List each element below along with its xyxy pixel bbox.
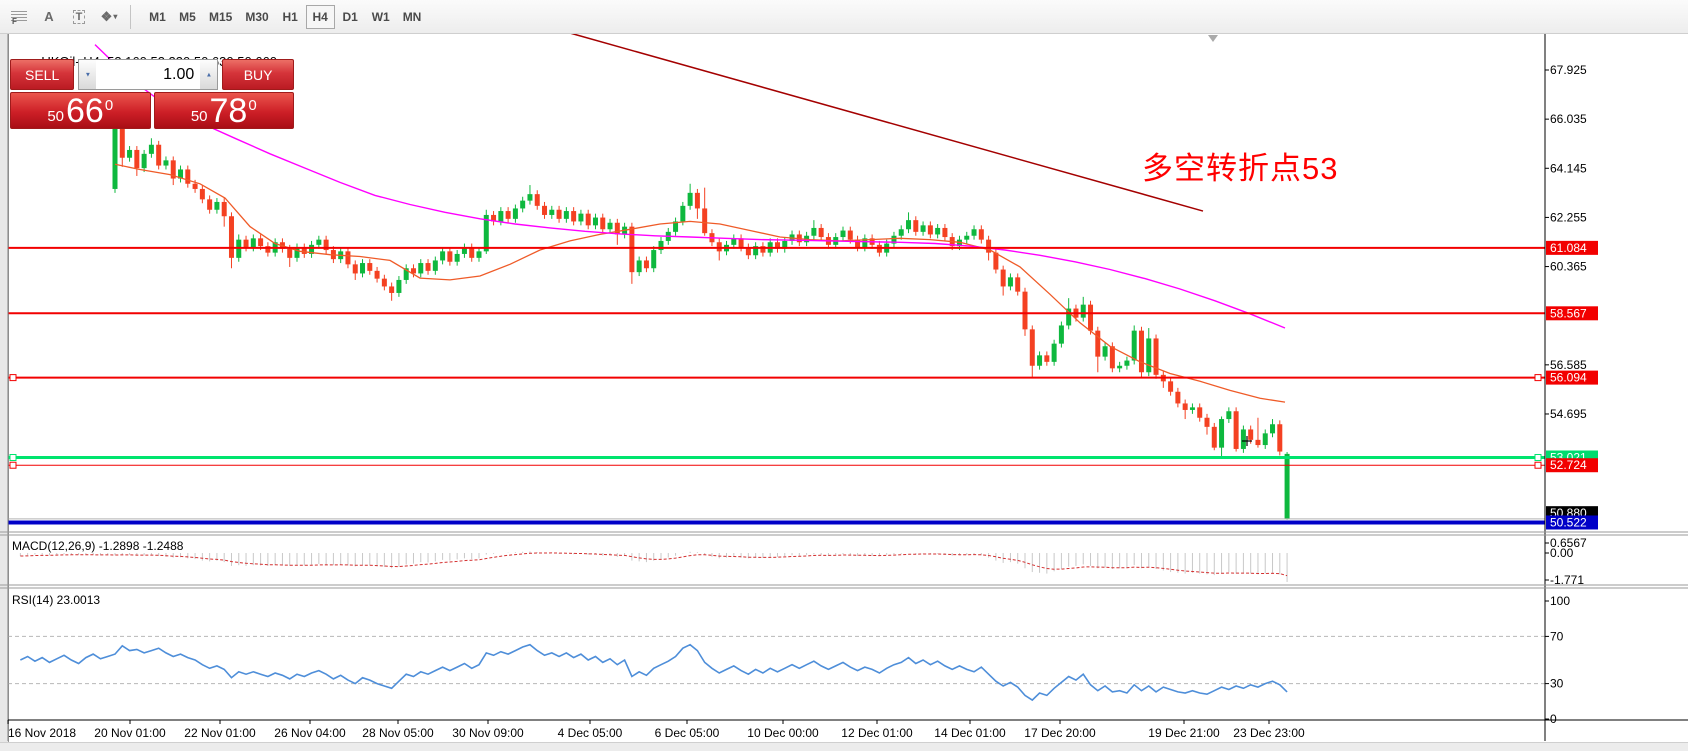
tab-timeframe-w1[interactable]: W1 <box>366 5 396 29</box>
svg-text:54.695: 54.695 <box>1550 407 1587 421</box>
svg-text:0.6567: 0.6567 <box>1550 536 1587 550</box>
timeframe-bar: M1 M5 M15 M30 H1 H4 D1 W1 MN <box>137 4 428 29</box>
svg-text:10 Dec 00:00: 10 Dec 00:00 <box>747 726 819 740</box>
svg-text:64.145: 64.145 <box>1550 161 1587 175</box>
buy-button[interactable]: BUY <box>222 59 295 90</box>
indicator-window-icon[interactable]: F <box>6 5 32 29</box>
svg-text:19 Dec 21:00: 19 Dec 21:00 <box>1148 726 1220 740</box>
volume-increase-button[interactable]: ▲ <box>200 59 219 90</box>
tab-timeframe-m1[interactable]: M1 <box>143 5 172 29</box>
tab-timeframe-h1[interactable]: H1 <box>276 5 305 29</box>
toolbar: F A T ❖ ▾ M1 M5 M15 M30 H1 H4 D1 W1 MN <box>0 0 1688 34</box>
buy-price-big: 78 <box>209 91 248 130</box>
sell-price-sup: 0 <box>104 97 114 114</box>
svg-text:6 Dec 05:00: 6 Dec 05:00 <box>655 726 720 740</box>
svg-text:52.724: 52.724 <box>1550 458 1587 472</box>
sell-price-big: 66 <box>66 91 104 130</box>
buy-price-tile[interactable]: 50 78 0 <box>153 91 294 130</box>
svg-text:20 Nov 01:00: 20 Nov 01:00 <box>94 726 166 740</box>
descending-trendline[interactable] <box>564 30 1204 212</box>
chart-shift-marker-icon <box>1208 35 1218 42</box>
svg-text:28 Nov 05:00: 28 Nov 05:00 <box>362 726 434 740</box>
svg-text:66.035: 66.035 <box>1550 112 1587 126</box>
crosshair-cursor-icon <box>1242 436 1252 446</box>
svg-text:16 Nov 2018: 16 Nov 2018 <box>8 726 76 740</box>
rsi-label: RSI(14) 23.0013 <box>12 593 101 607</box>
svg-text:58.567: 58.567 <box>1550 306 1587 320</box>
tab-timeframe-m5[interactable]: M5 <box>173 5 202 29</box>
svg-text:14 Dec 01:00: 14 Dec 01:00 <box>934 726 1006 740</box>
svg-text:30: 30 <box>1550 677 1564 691</box>
ma-fast-line <box>114 163 1286 403</box>
svg-text:4 Dec 05:00: 4 Dec 05:00 <box>558 726 623 740</box>
svg-text:0: 0 <box>1550 712 1557 726</box>
svg-text:26 Nov 04:00: 26 Nov 04:00 <box>274 726 346 740</box>
tab-timeframe-mn[interactable]: MN <box>397 5 428 29</box>
svg-text:70: 70 <box>1550 629 1564 643</box>
svg-text:60.365: 60.365 <box>1550 260 1587 274</box>
spinner-up-icon: ▲ <box>205 70 212 79</box>
arrange-a-icon[interactable]: A <box>44 9 54 24</box>
svg-text:56.585: 56.585 <box>1550 358 1587 372</box>
sell-button[interactable]: SELL <box>10 59 75 90</box>
panel-borders <box>0 34 1688 741</box>
svg-text:23 Dec 23:00: 23 Dec 23:00 <box>1233 726 1305 740</box>
svg-text:22 Nov 01:00: 22 Nov 01:00 <box>184 726 256 740</box>
svg-text:-1.771: -1.771 <box>1550 573 1584 587</box>
cycle-lines-icon[interactable]: ❖ ▾ <box>100 8 118 24</box>
bottom-window-border <box>0 742 1688 751</box>
tab-timeframe-m15[interactable]: M15 <box>203 5 238 29</box>
macd-panel <box>19 551 1288 582</box>
svg-text:56.094: 56.094 <box>1550 371 1587 385</box>
price-axis[interactable]: 67.925 66.035 64.145 62.255 60.365 56.585 54.6… <box>1545 63 1598 726</box>
svg-text:50.522: 50.522 <box>1550 515 1587 529</box>
dropdown-caret-icon[interactable]: ▾ <box>113 12 118 21</box>
text-label-icon[interactable]: T <box>66 5 92 29</box>
tab-timeframe-d1[interactable]: D1 <box>336 5 365 29</box>
svg-text:17 Dec 20:00: 17 Dec 20:00 <box>1024 726 1096 740</box>
drawing-tools-group: F A T ❖ ▾ <box>0 5 126 29</box>
macd-label: MACD(12,26,9) -1.2898 -1.2488 <box>12 539 184 553</box>
ma-slow-line <box>94 44 1286 329</box>
buy-price-sup: 0 <box>248 97 257 114</box>
svg-text:67.925: 67.925 <box>1550 63 1587 77</box>
rsi-panel <box>8 635 1545 702</box>
buy-price-prefix: 50 <box>190 108 208 125</box>
volume-input[interactable] <box>96 59 201 90</box>
svg-text:12 Dec 01:00: 12 Dec 01:00 <box>841 726 913 740</box>
horizontal-price-lines[interactable] <box>8 246 1545 525</box>
time-axis[interactable]: 16 Nov 2018 20 Nov 01:00 22 Nov 01:00 26 No… <box>7 720 1305 740</box>
tab-timeframe-m30[interactable]: M30 <box>239 5 274 29</box>
chart-annotation-text[interactable]: 多空转折点53 <box>1142 151 1339 186</box>
svg-text:0.00: 0.00 <box>1550 546 1574 560</box>
svg-text:61.084: 61.084 <box>1550 241 1587 255</box>
svg-text:30 Nov 09:00: 30 Nov 09:00 <box>452 726 524 740</box>
svg-text:100: 100 <box>1550 594 1570 608</box>
volume-decrease-button[interactable]: ▼ <box>78 59 97 90</box>
svg-text:62.255: 62.255 <box>1550 210 1587 224</box>
tab-timeframe-h4[interactable]: H4 <box>305 4 335 29</box>
spinner-down-icon: ▼ <box>84 70 91 79</box>
sell-price-tile[interactable]: 50 66 0 <box>10 92 151 129</box>
toolbar-separator <box>130 4 131 29</box>
sell-price-prefix: 50 <box>47 108 64 125</box>
